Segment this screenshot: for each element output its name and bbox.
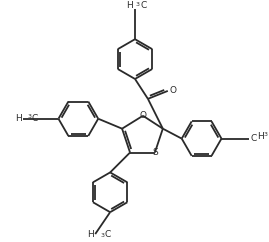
Text: C: C xyxy=(31,114,38,123)
Text: H: H xyxy=(87,230,94,239)
Text: H: H xyxy=(257,132,264,141)
Text: 3: 3 xyxy=(28,114,32,119)
Text: 3: 3 xyxy=(263,132,267,137)
Text: H: H xyxy=(15,114,22,123)
Text: S: S xyxy=(152,148,158,157)
Text: C: C xyxy=(104,230,111,239)
Text: 3: 3 xyxy=(136,2,140,7)
Text: O: O xyxy=(139,111,146,120)
Text: 3: 3 xyxy=(100,233,104,238)
Text: C: C xyxy=(250,134,257,143)
Text: C: C xyxy=(141,1,147,10)
Text: O: O xyxy=(169,86,176,95)
Text: H: H xyxy=(126,1,133,10)
